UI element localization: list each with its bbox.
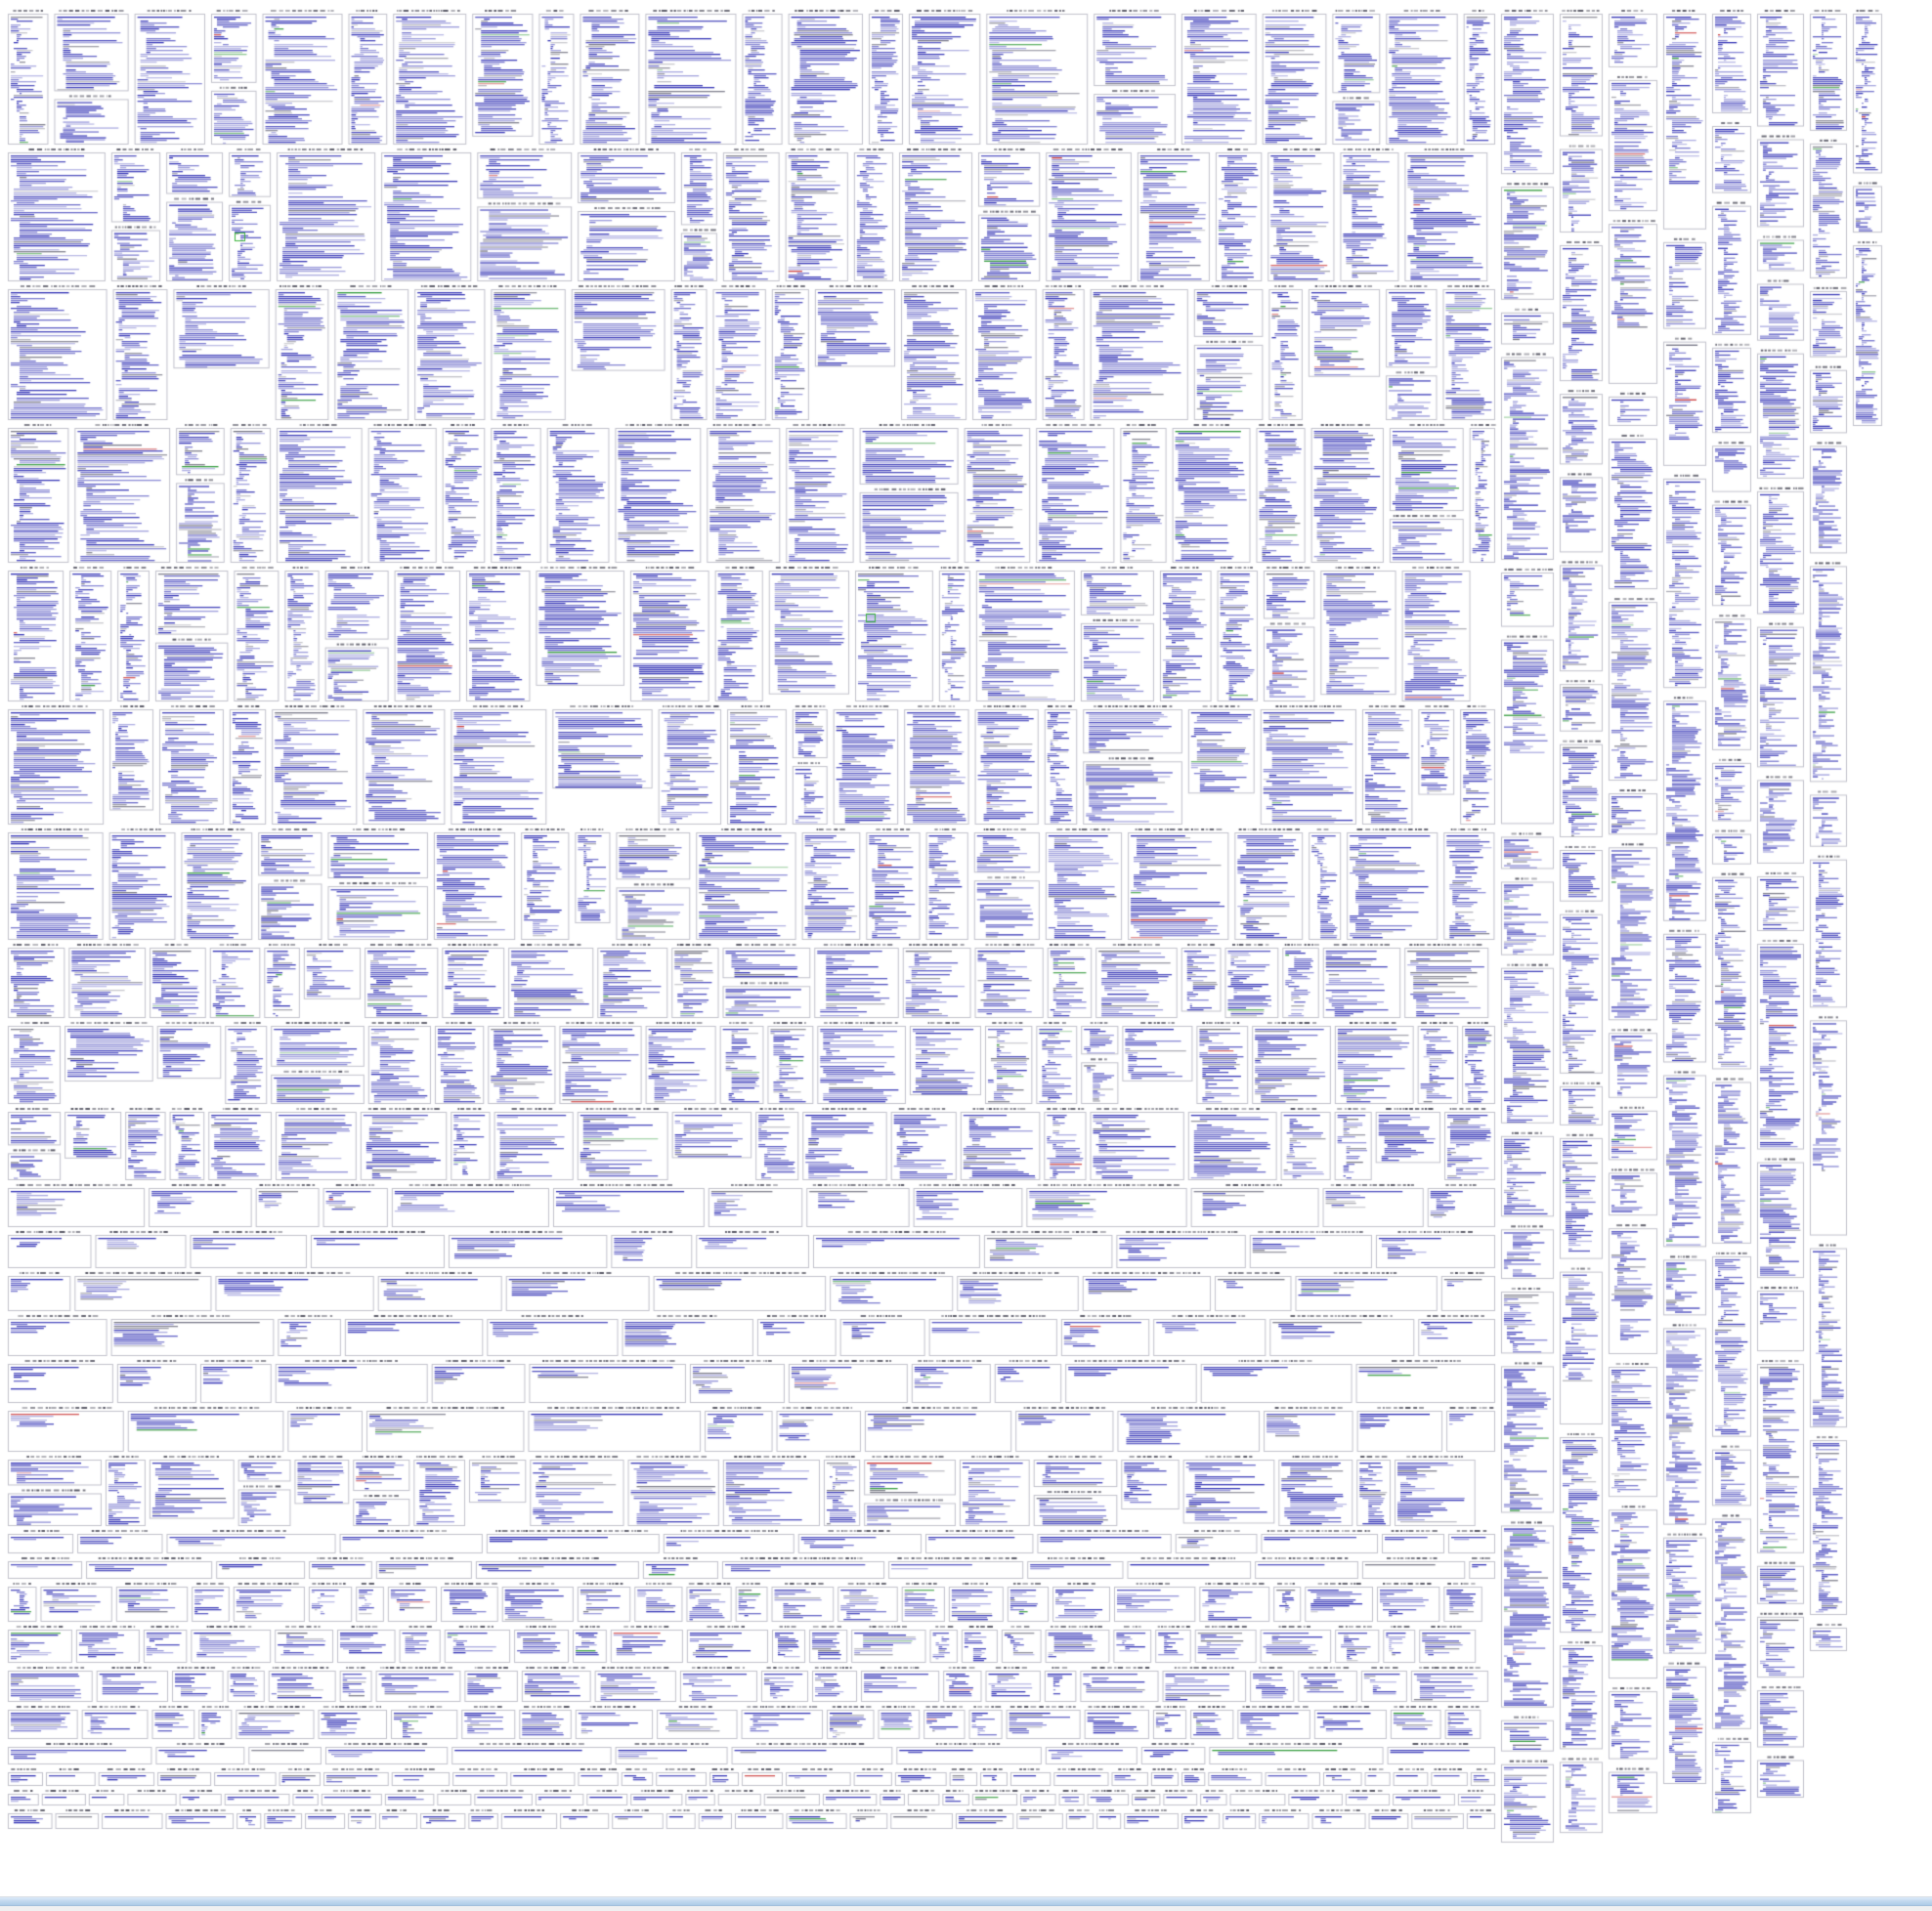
- scrollbar-thumb[interactable]: [0, 1897, 1932, 1905]
- window-footer: [0, 1906, 1932, 1911]
- horizontal-scrollbar[interactable]: [0, 1896, 1932, 1906]
